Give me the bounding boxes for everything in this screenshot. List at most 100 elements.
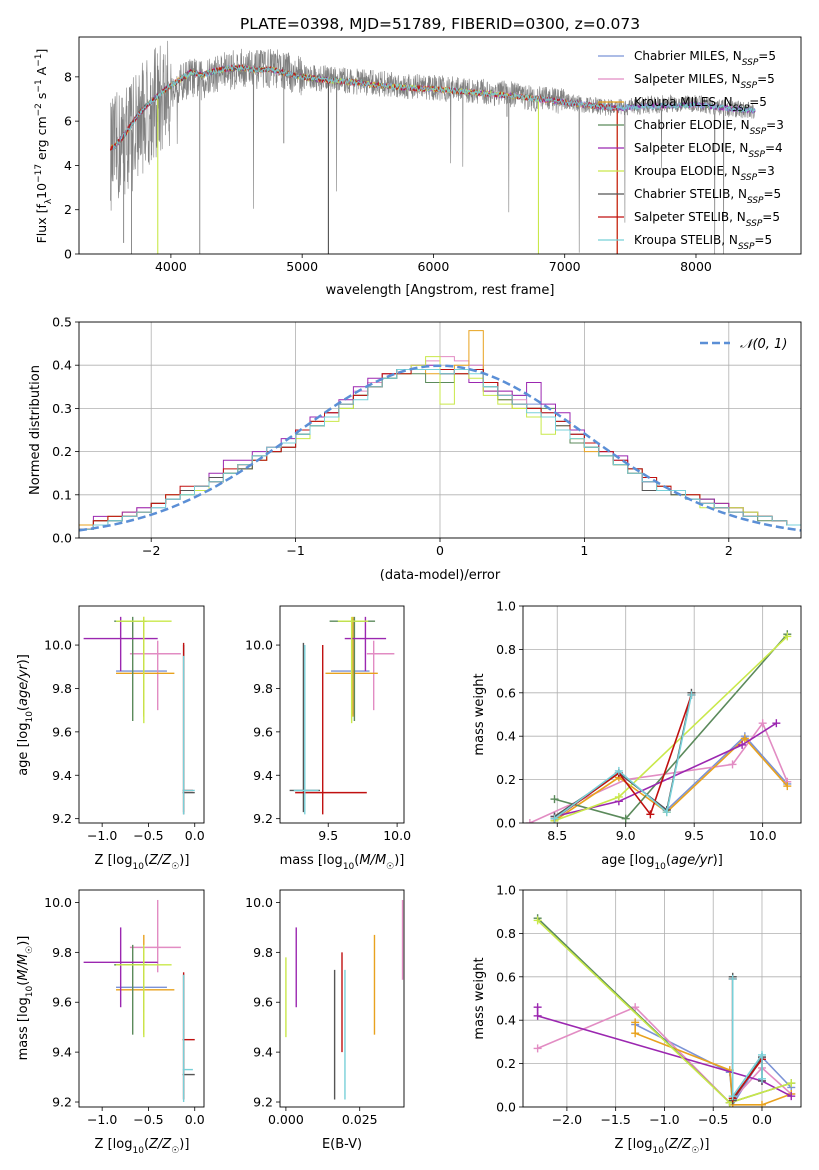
- y-tick-label: 0.5: [52, 315, 72, 330]
- plot-area-mass_vs_Z: [83, 899, 195, 1103]
- y-tick-label: 10.0: [245, 895, 273, 910]
- y-tick-label: 9.8: [253, 945, 273, 960]
- y-tick-label: 0.0: [496, 1100, 516, 1115]
- x-tick-label: −1: [286, 543, 304, 558]
- label-part: SSP: [748, 150, 765, 160]
- label-part: 10: [25, 711, 35, 723]
- x-axis-label: Z [log10(Z/Z☉)]: [95, 853, 190, 872]
- panel-weight_vs_age: 8.5 9.0 9.5 10.0 0.0 0.2 0.4 0.6 0.8 1.0 mass weig…: [472, 599, 802, 872]
- y-tick-label: 9.2: [52, 811, 72, 826]
- label-part: age/yr: [671, 853, 714, 868]
- label-part: −17: [34, 164, 44, 183]
- label-part: Z [log: [95, 1137, 133, 1152]
- label-part: )]: [16, 936, 31, 946]
- axes-frame: [522, 889, 802, 1108]
- label-part: SSP: [750, 127, 767, 137]
- x-tick-label: 0.000: [268, 1112, 304, 1127]
- y-tick-label: 10.0: [245, 638, 273, 653]
- x-axis-label: wavelength [Angstrom, rest frame]: [326, 283, 555, 298]
- label-part: )]: [394, 853, 404, 868]
- label-part: mass [log: [280, 853, 343, 868]
- y-axis-label: mass weight: [472, 673, 487, 755]
- label-part: =3: [757, 164, 775, 178]
- y-tick-label: 0.4: [52, 358, 72, 373]
- label-part: −2: [34, 103, 44, 116]
- y-tick-label: 0.2: [496, 1056, 516, 1071]
- y-tick-label: 6: [64, 114, 72, 129]
- y-tick-label: 0.2: [496, 772, 516, 787]
- label-part: ☉: [691, 1146, 699, 1156]
- legend-entry: Kroupa ELODIE, NSSP=3: [634, 164, 775, 183]
- label-part: 10: [654, 862, 666, 872]
- y-tick-label: 9.2: [52, 1095, 72, 1110]
- label-part: Chabrier MILES, N: [634, 49, 742, 63]
- label-part: age [log: [601, 853, 654, 868]
- label-part: ☉: [25, 946, 35, 954]
- y-tick-label: 0.8: [496, 926, 516, 941]
- label-part: =5: [754, 233, 772, 247]
- label-part: =3: [766, 118, 784, 132]
- histogram-step-line: [79, 369, 801, 538]
- x-tick-label: 10.0: [749, 828, 777, 843]
- x-tick-label: 4000: [155, 259, 187, 274]
- legend-entry: Kroupa STELIB, NSSP=5: [634, 233, 772, 252]
- legend-entry: Chabrier STELIB, NSSP=5: [634, 187, 781, 206]
- panel-age_vs_mass: 9.5 10.0 9.2 9.4 9.6 9.8 10.0 mass [log10(M/M☉)…: [245, 605, 411, 872]
- plot-area-spectrum: [110, 40, 756, 254]
- label-part: SSP: [741, 173, 758, 183]
- y-tick-label: 1.0: [496, 883, 516, 898]
- label-part: 10: [25, 985, 35, 997]
- axes-frame: [78, 889, 205, 1108]
- label-part: ☉: [171, 1146, 179, 1156]
- x-tick-label: 0.0: [752, 1112, 772, 1127]
- label-part: (: [354, 853, 359, 868]
- label-part: −1: [34, 79, 44, 92]
- y-tick-label: 9.6: [253, 724, 273, 739]
- y-tick-label: 0.3: [52, 401, 72, 416]
- label-part: −1: [34, 54, 44, 67]
- x-tick-label: −0.5: [698, 1112, 728, 1127]
- y-tick-label: 0.8: [496, 642, 516, 657]
- axes-frame: [522, 605, 802, 824]
- x-axis-label: age [log10(age/yr)]: [601, 853, 723, 872]
- label-part: Salpeter MILES, N: [634, 72, 741, 86]
- label-part: Salpeter STELIB, N: [634, 210, 746, 224]
- weight-series-line: [554, 694, 693, 820]
- label-part: Z/Z: [148, 1137, 172, 1152]
- legend-entry: Kroupa MILES, NSSP=5: [634, 95, 767, 114]
- y-tick-label: 0.6: [496, 969, 516, 984]
- label-part: (: [666, 853, 671, 868]
- label-part: Z [log: [615, 1137, 653, 1152]
- panel-age_vs_Z: −1.0 −0.5 0.09.29.49.69.810.0Z [log10(Z/Z☉…: [16, 605, 205, 872]
- label-part: (: [16, 981, 31, 986]
- label-part: mass [log: [16, 997, 31, 1060]
- x-tick-label: 2: [725, 543, 733, 558]
- x-axis-label: mass [log10(M/M☉)]: [280, 853, 405, 872]
- axes-frame: [78, 605, 205, 824]
- label-part: (: [664, 1137, 669, 1152]
- label-part: =5: [757, 72, 775, 86]
- x-tick-label: 9.0: [616, 828, 636, 843]
- label-part: Salpeter ELODIE, N: [634, 141, 748, 155]
- label-part: age [log: [16, 723, 31, 776]
- y-tick-label: 9.6: [52, 995, 72, 1010]
- charts-layer: 4000 5000 6000 7000 8000 0 2 4 6 8 Chabrier MILES,…: [16, 36, 802, 1156]
- label-part: 10: [343, 862, 355, 872]
- x-tick-label: 8000: [680, 259, 712, 274]
- label-part: Flux [f: [34, 204, 49, 244]
- label-part: =5: [749, 95, 767, 109]
- y-tick-label: 9.4: [52, 768, 72, 783]
- label-part: 10: [34, 183, 49, 199]
- label-part: )]: [713, 853, 723, 868]
- label-part: erg cm: [34, 116, 49, 164]
- y-axis-label: Flux [fλ10−17 erg cm−2 s−1 A−1]: [34, 49, 54, 244]
- label-part: Z/Z: [668, 1137, 692, 1152]
- label-part: SSP: [733, 104, 750, 114]
- x-tick-label: 5000: [286, 259, 318, 274]
- y-tick-label: 0.6: [496, 685, 516, 700]
- y-axis-label: mass [log10(M/M☉)]: [16, 936, 35, 1061]
- label-part: =5: [764, 187, 782, 201]
- legend-entry: 𝒩(0, 1): [740, 337, 787, 352]
- x-tick-label: −2.0: [552, 1112, 582, 1127]
